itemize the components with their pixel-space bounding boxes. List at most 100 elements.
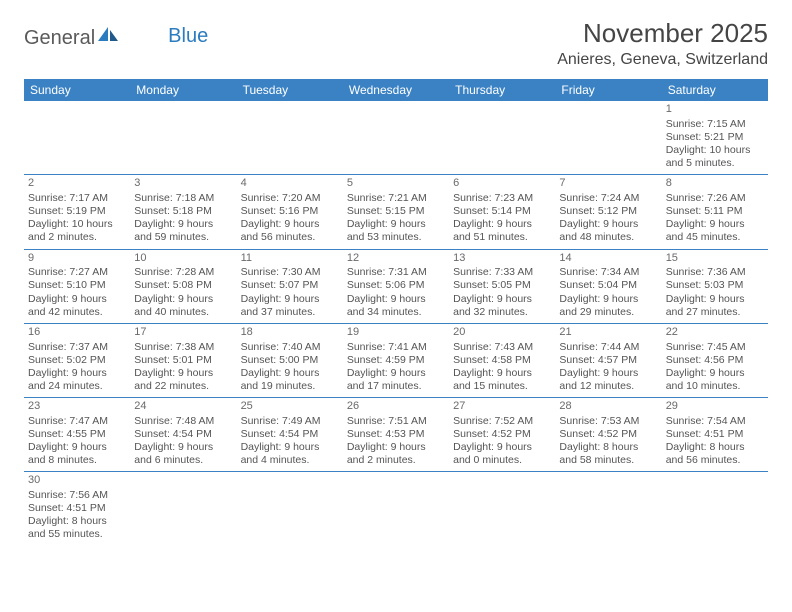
logo-text-2: Blue <box>168 25 208 48</box>
day-cell: 26Sunrise: 7:51 AMSunset: 4:53 PMDayligh… <box>343 398 449 471</box>
day-sunset: Sunset: 4:52 PM <box>453 428 551 441</box>
day-sunrise: Sunrise: 7:56 AM <box>28 489 126 502</box>
week-row: 9Sunrise: 7:27 AMSunset: 5:10 PMDaylight… <box>24 250 768 324</box>
weekday-header: Monday <box>130 79 236 101</box>
day-number: 1 <box>666 103 764 117</box>
day-day1: Daylight: 9 hours <box>241 218 339 231</box>
day-sunrise: Sunrise: 7:45 AM <box>666 341 764 354</box>
day-cell: 6Sunrise: 7:23 AMSunset: 5:14 PMDaylight… <box>449 175 555 248</box>
day-sunrise: Sunrise: 7:24 AM <box>559 192 657 205</box>
day-sunset: Sunset: 5:03 PM <box>666 279 764 292</box>
day-cell: 9Sunrise: 7:27 AMSunset: 5:10 PMDaylight… <box>24 250 130 323</box>
day-day2: and 29 minutes. <box>559 306 657 319</box>
day-day1: Daylight: 9 hours <box>134 218 232 231</box>
day-day2: and 55 minutes. <box>28 528 126 541</box>
calendar-grid: SundayMondayTuesdayWednesdayThursdayFrid… <box>24 79 768 546</box>
day-sunset: Sunset: 5:06 PM <box>347 279 445 292</box>
day-number: 19 <box>347 326 445 340</box>
day-sunrise: Sunrise: 7:52 AM <box>453 415 551 428</box>
day-cell <box>449 472 555 545</box>
day-sunset: Sunset: 4:59 PM <box>347 354 445 367</box>
day-day2: and 58 minutes. <box>559 454 657 467</box>
day-sunrise: Sunrise: 7:20 AM <box>241 192 339 205</box>
day-cell: 16Sunrise: 7:37 AMSunset: 5:02 PMDayligh… <box>24 324 130 397</box>
day-number: 17 <box>134 326 232 340</box>
day-sunrise: Sunrise: 7:28 AM <box>134 266 232 279</box>
day-cell: 13Sunrise: 7:33 AMSunset: 5:05 PMDayligh… <box>449 250 555 323</box>
day-cell: 5Sunrise: 7:21 AMSunset: 5:15 PMDaylight… <box>343 175 449 248</box>
day-sunrise: Sunrise: 7:36 AM <box>666 266 764 279</box>
day-number: 8 <box>666 177 764 191</box>
day-sunset: Sunset: 5:04 PM <box>559 279 657 292</box>
day-cell: 7Sunrise: 7:24 AMSunset: 5:12 PMDaylight… <box>555 175 661 248</box>
week-row: 23Sunrise: 7:47 AMSunset: 4:55 PMDayligh… <box>24 398 768 472</box>
day-sunset: Sunset: 5:18 PM <box>134 205 232 218</box>
day-day1: Daylight: 9 hours <box>453 367 551 380</box>
day-day2: and 37 minutes. <box>241 306 339 319</box>
day-sunset: Sunset: 5:11 PM <box>666 205 764 218</box>
day-number: 18 <box>241 326 339 340</box>
day-day2: and 4 minutes. <box>241 454 339 467</box>
week-row: 1Sunrise: 7:15 AMSunset: 5:21 PMDaylight… <box>24 101 768 175</box>
day-cell: 10Sunrise: 7:28 AMSunset: 5:08 PMDayligh… <box>130 250 236 323</box>
day-day1: Daylight: 9 hours <box>559 293 657 306</box>
day-sunrise: Sunrise: 7:26 AM <box>666 192 764 205</box>
day-sunset: Sunset: 5:15 PM <box>347 205 445 218</box>
day-day1: Daylight: 9 hours <box>241 441 339 454</box>
day-number: 26 <box>347 400 445 414</box>
week-row: 16Sunrise: 7:37 AMSunset: 5:02 PMDayligh… <box>24 324 768 398</box>
day-cell: 15Sunrise: 7:36 AMSunset: 5:03 PMDayligh… <box>662 250 768 323</box>
day-sunset: Sunset: 4:55 PM <box>28 428 126 441</box>
day-number: 29 <box>666 400 764 414</box>
day-day1: Daylight: 9 hours <box>453 441 551 454</box>
day-sunrise: Sunrise: 7:37 AM <box>28 341 126 354</box>
day-sunrise: Sunrise: 7:41 AM <box>347 341 445 354</box>
day-cell: 28Sunrise: 7:53 AMSunset: 4:52 PMDayligh… <box>555 398 661 471</box>
day-number: 16 <box>28 326 126 340</box>
day-number: 12 <box>347 252 445 266</box>
day-sunrise: Sunrise: 7:40 AM <box>241 341 339 354</box>
day-day1: Daylight: 9 hours <box>666 218 764 231</box>
weekday-header: Wednesday <box>343 79 449 101</box>
day-sunrise: Sunrise: 7:51 AM <box>347 415 445 428</box>
day-cell: 23Sunrise: 7:47 AMSunset: 4:55 PMDayligh… <box>24 398 130 471</box>
day-day1: Daylight: 8 hours <box>28 515 126 528</box>
day-cell: 25Sunrise: 7:49 AMSunset: 4:54 PMDayligh… <box>237 398 343 471</box>
day-day2: and 40 minutes. <box>134 306 232 319</box>
day-cell: 17Sunrise: 7:38 AMSunset: 5:01 PMDayligh… <box>130 324 236 397</box>
day-number: 4 <box>241 177 339 191</box>
day-day2: and 10 minutes. <box>666 380 764 393</box>
day-sunrise: Sunrise: 7:54 AM <box>666 415 764 428</box>
day-day1: Daylight: 8 hours <box>559 441 657 454</box>
day-cell: 29Sunrise: 7:54 AMSunset: 4:51 PMDayligh… <box>662 398 768 471</box>
day-cell: 4Sunrise: 7:20 AMSunset: 5:16 PMDaylight… <box>237 175 343 248</box>
week-row: 2Sunrise: 7:17 AMSunset: 5:19 PMDaylight… <box>24 175 768 249</box>
day-number: 21 <box>559 326 657 340</box>
day-cell <box>343 472 449 545</box>
day-day2: and 2 minutes. <box>28 231 126 244</box>
day-day2: and 5 minutes. <box>666 157 764 170</box>
day-day1: Daylight: 9 hours <box>559 367 657 380</box>
day-sunrise: Sunrise: 7:47 AM <box>28 415 126 428</box>
day-day2: and 56 minutes. <box>241 231 339 244</box>
day-number: 2 <box>28 177 126 191</box>
day-cell: 11Sunrise: 7:30 AMSunset: 5:07 PMDayligh… <box>237 250 343 323</box>
day-cell: 22Sunrise: 7:45 AMSunset: 4:56 PMDayligh… <box>662 324 768 397</box>
day-sunrise: Sunrise: 7:38 AM <box>134 341 232 354</box>
day-number: 25 <box>241 400 339 414</box>
month-title: November 2025 <box>557 18 768 49</box>
day-day2: and 8 minutes. <box>28 454 126 467</box>
weekday-header: Saturday <box>662 79 768 101</box>
day-number: 13 <box>453 252 551 266</box>
day-cell <box>237 472 343 545</box>
day-day1: Daylight: 9 hours <box>28 367 126 380</box>
day-sunrise: Sunrise: 7:17 AM <box>28 192 126 205</box>
day-number: 20 <box>453 326 551 340</box>
day-day1: Daylight: 9 hours <box>134 441 232 454</box>
day-number: 15 <box>666 252 764 266</box>
day-day1: Daylight: 9 hours <box>241 293 339 306</box>
day-number: 3 <box>134 177 232 191</box>
day-day2: and 56 minutes. <box>666 454 764 467</box>
sail-icon <box>98 26 120 49</box>
day-sunrise: Sunrise: 7:53 AM <box>559 415 657 428</box>
